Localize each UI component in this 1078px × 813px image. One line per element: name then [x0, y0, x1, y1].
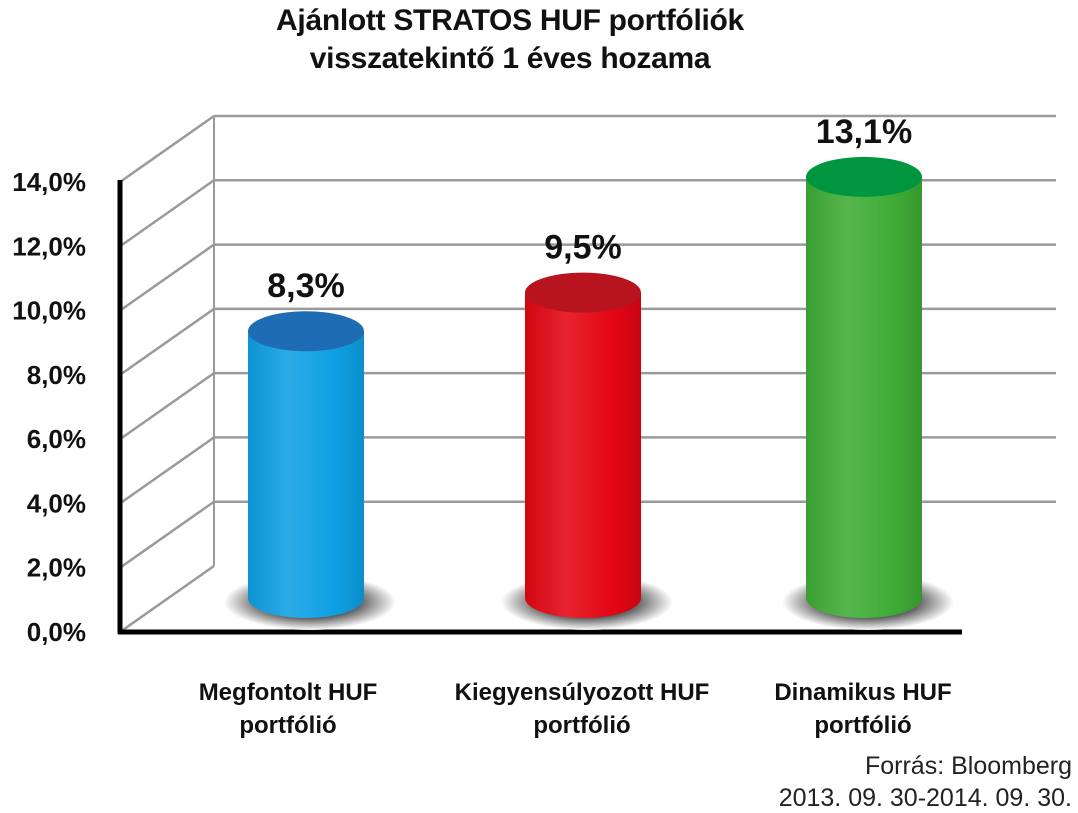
category-label-dinamikus: Dinamikus HUF portfólió	[703, 676, 1023, 742]
category-label-megfontolt: Megfontolt HUF portfólió	[128, 676, 448, 742]
gridline-diagonal	[119, 372, 215, 441]
y-tick-label: 14,0%	[12, 167, 86, 197]
data-label: 13,1%	[816, 113, 912, 151]
y-tick-label: 10,0%	[12, 296, 86, 326]
bar-0	[248, 331, 364, 618]
gridline-diagonal	[119, 436, 215, 505]
data-label: 9,5%	[544, 229, 622, 267]
source-line-1: Forrás: Bloomberg	[864, 752, 1072, 780]
category-label-line: Kiegyensúlyozott HUF	[454, 679, 710, 706]
chart-title-line-1: Ajánlott STRATOS HUF portfóliók	[276, 4, 744, 37]
chart-title-line-2: visszatekintő 1 éves hozama	[309, 42, 711, 75]
y-tick-label: 0,0%	[27, 617, 86, 647]
bar-1	[525, 292, 641, 618]
bar-top-cap	[248, 311, 364, 352]
gridline-diagonal	[119, 564, 215, 634]
bar-top-cap	[806, 156, 922, 197]
category-label-line: portfólió	[533, 712, 631, 739]
category-label-line: portfólió	[814, 712, 912, 739]
y-tick-label: 4,0%	[27, 488, 86, 518]
bar-2	[806, 176, 922, 618]
gridline-diagonal	[119, 114, 215, 184]
category-label-line: portfólió	[239, 712, 337, 739]
category-label-kiegyensulyozott: Kiegyensúlyozott HUF portfólió	[422, 676, 742, 742]
y-tick-label: 6,0%	[27, 424, 86, 454]
category-label-line: Megfontolt HUF	[198, 679, 378, 706]
data-label: 8,3%	[267, 267, 345, 305]
y-tick-label: 2,0%	[27, 553, 86, 583]
gridline-diagonal	[119, 243, 215, 312]
y-tick-label: 12,0%	[12, 231, 86, 261]
gridline-diagonal	[119, 179, 215, 248]
gridline-diagonal	[119, 500, 215, 569]
bar-top-cap	[525, 272, 641, 313]
gridline-diagonal	[119, 307, 215, 376]
source-line-2: 2013. 09. 30-2014. 09. 30.	[778, 784, 1072, 812]
category-label-line: Dinamikus HUF	[774, 679, 952, 706]
y-tick-label: 8,0%	[27, 360, 86, 390]
